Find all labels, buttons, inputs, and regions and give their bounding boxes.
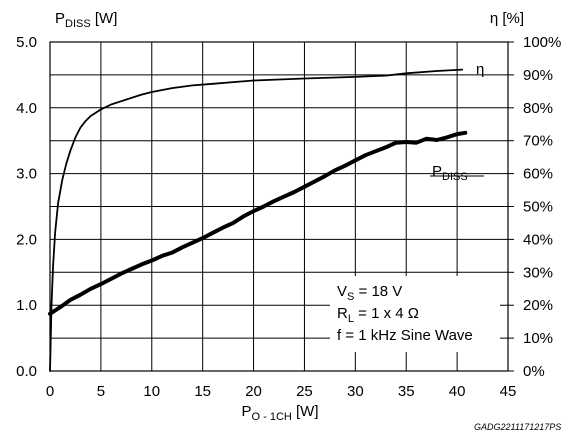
label-sub: S xyxy=(347,291,354,303)
x-tick-label: 0 xyxy=(46,383,54,400)
series-lines xyxy=(48,68,468,372)
y-right-tick-label: 30% xyxy=(523,264,553,281)
y-left-tick-label: 3.0 xyxy=(16,166,37,183)
label-main: P xyxy=(55,10,65,27)
x-tick-label: 10 xyxy=(143,383,160,400)
y-right-tick-label: 10% xyxy=(523,330,553,347)
label-sub: DISS xyxy=(442,171,468,183)
y-left-tick-labels: 0.0 1.0 2.0 3.0 4.0 5.0 xyxy=(16,34,37,380)
y-right-axis-title: η [%] xyxy=(490,10,524,27)
label-sub: L xyxy=(348,313,354,325)
label-main: P xyxy=(432,163,442,180)
y-right-tick-labels: 0% 10% 20% 30% 40% 50% 60% 70% 80% 90% 100% xyxy=(508,34,561,380)
series-line-η xyxy=(49,68,464,372)
y-left-tick-label: 2.0 xyxy=(16,231,37,248)
y-right-tick-label: 40% xyxy=(523,231,553,248)
y-left-tick-label: 0.0 xyxy=(16,363,37,380)
annotation-background xyxy=(330,276,500,352)
label-rest: = 1 x 4 Ω xyxy=(354,305,419,322)
x-tick-label: 5 xyxy=(97,383,105,400)
label-rest: [W] xyxy=(91,10,118,27)
y-right-tick-label: 60% xyxy=(523,166,553,183)
label-main: f = 1 kHz Sine Wave xyxy=(337,327,473,344)
x-tick-label: 15 xyxy=(194,383,211,400)
x-tick-labels: 0 5 10 15 20 25 30 35 40 45 xyxy=(46,383,517,400)
y-right-tick-label: 70% xyxy=(523,133,553,150)
annotation-line: VS = 18 V xyxy=(337,283,402,303)
x-tick-label: 30 xyxy=(347,383,364,400)
series-label-eta: η xyxy=(476,61,484,78)
label-main: R xyxy=(337,305,348,322)
label-main: V xyxy=(337,283,347,300)
series-line-pdiss xyxy=(48,130,468,316)
label-sub: DISS xyxy=(65,18,91,30)
series-label-pdiss: PDISS xyxy=(432,163,468,183)
y-left-tick-label: 5.0 xyxy=(16,34,37,51)
figure-code: GADG2211171217PS xyxy=(474,422,561,432)
x-tick-label: 20 xyxy=(245,383,262,400)
x-tick-label: 40 xyxy=(449,383,466,400)
x-tick-label: 35 xyxy=(398,383,415,400)
y-right-tick-label: 20% xyxy=(523,297,553,314)
x-tick-label: 25 xyxy=(296,383,313,400)
y-left-tick-label: 1.0 xyxy=(16,297,37,314)
y-left-axis-title: PDISS [W] xyxy=(55,10,117,30)
label-rest: [W] xyxy=(292,403,319,420)
label-main: η xyxy=(476,61,484,78)
x-tick-label: 45 xyxy=(500,383,517,400)
label-main: P xyxy=(241,403,251,420)
annotation-line: f = 1 kHz Sine Wave xyxy=(337,327,473,344)
y-left-tick-label: 4.0 xyxy=(16,100,37,117)
y-right-tick-label: 50% xyxy=(523,199,553,216)
annotation-line: RL = 1 x 4 Ω xyxy=(337,305,419,325)
y-right-tick-label: 80% xyxy=(523,100,553,117)
x-axis-title: PO - 1CH [W] xyxy=(241,403,318,423)
y-right-tick-label: 0% xyxy=(523,363,545,380)
label-rest: = 18 V xyxy=(354,283,402,300)
y-right-tick-label: 100% xyxy=(523,34,561,51)
condition-annotations: VS = 18 VRL = 1 x 4 Ωf = 1 kHz Sine Wave xyxy=(330,276,500,352)
label-sub: O - 1CH xyxy=(252,411,292,423)
y-right-tick-label: 90% xyxy=(523,67,553,84)
